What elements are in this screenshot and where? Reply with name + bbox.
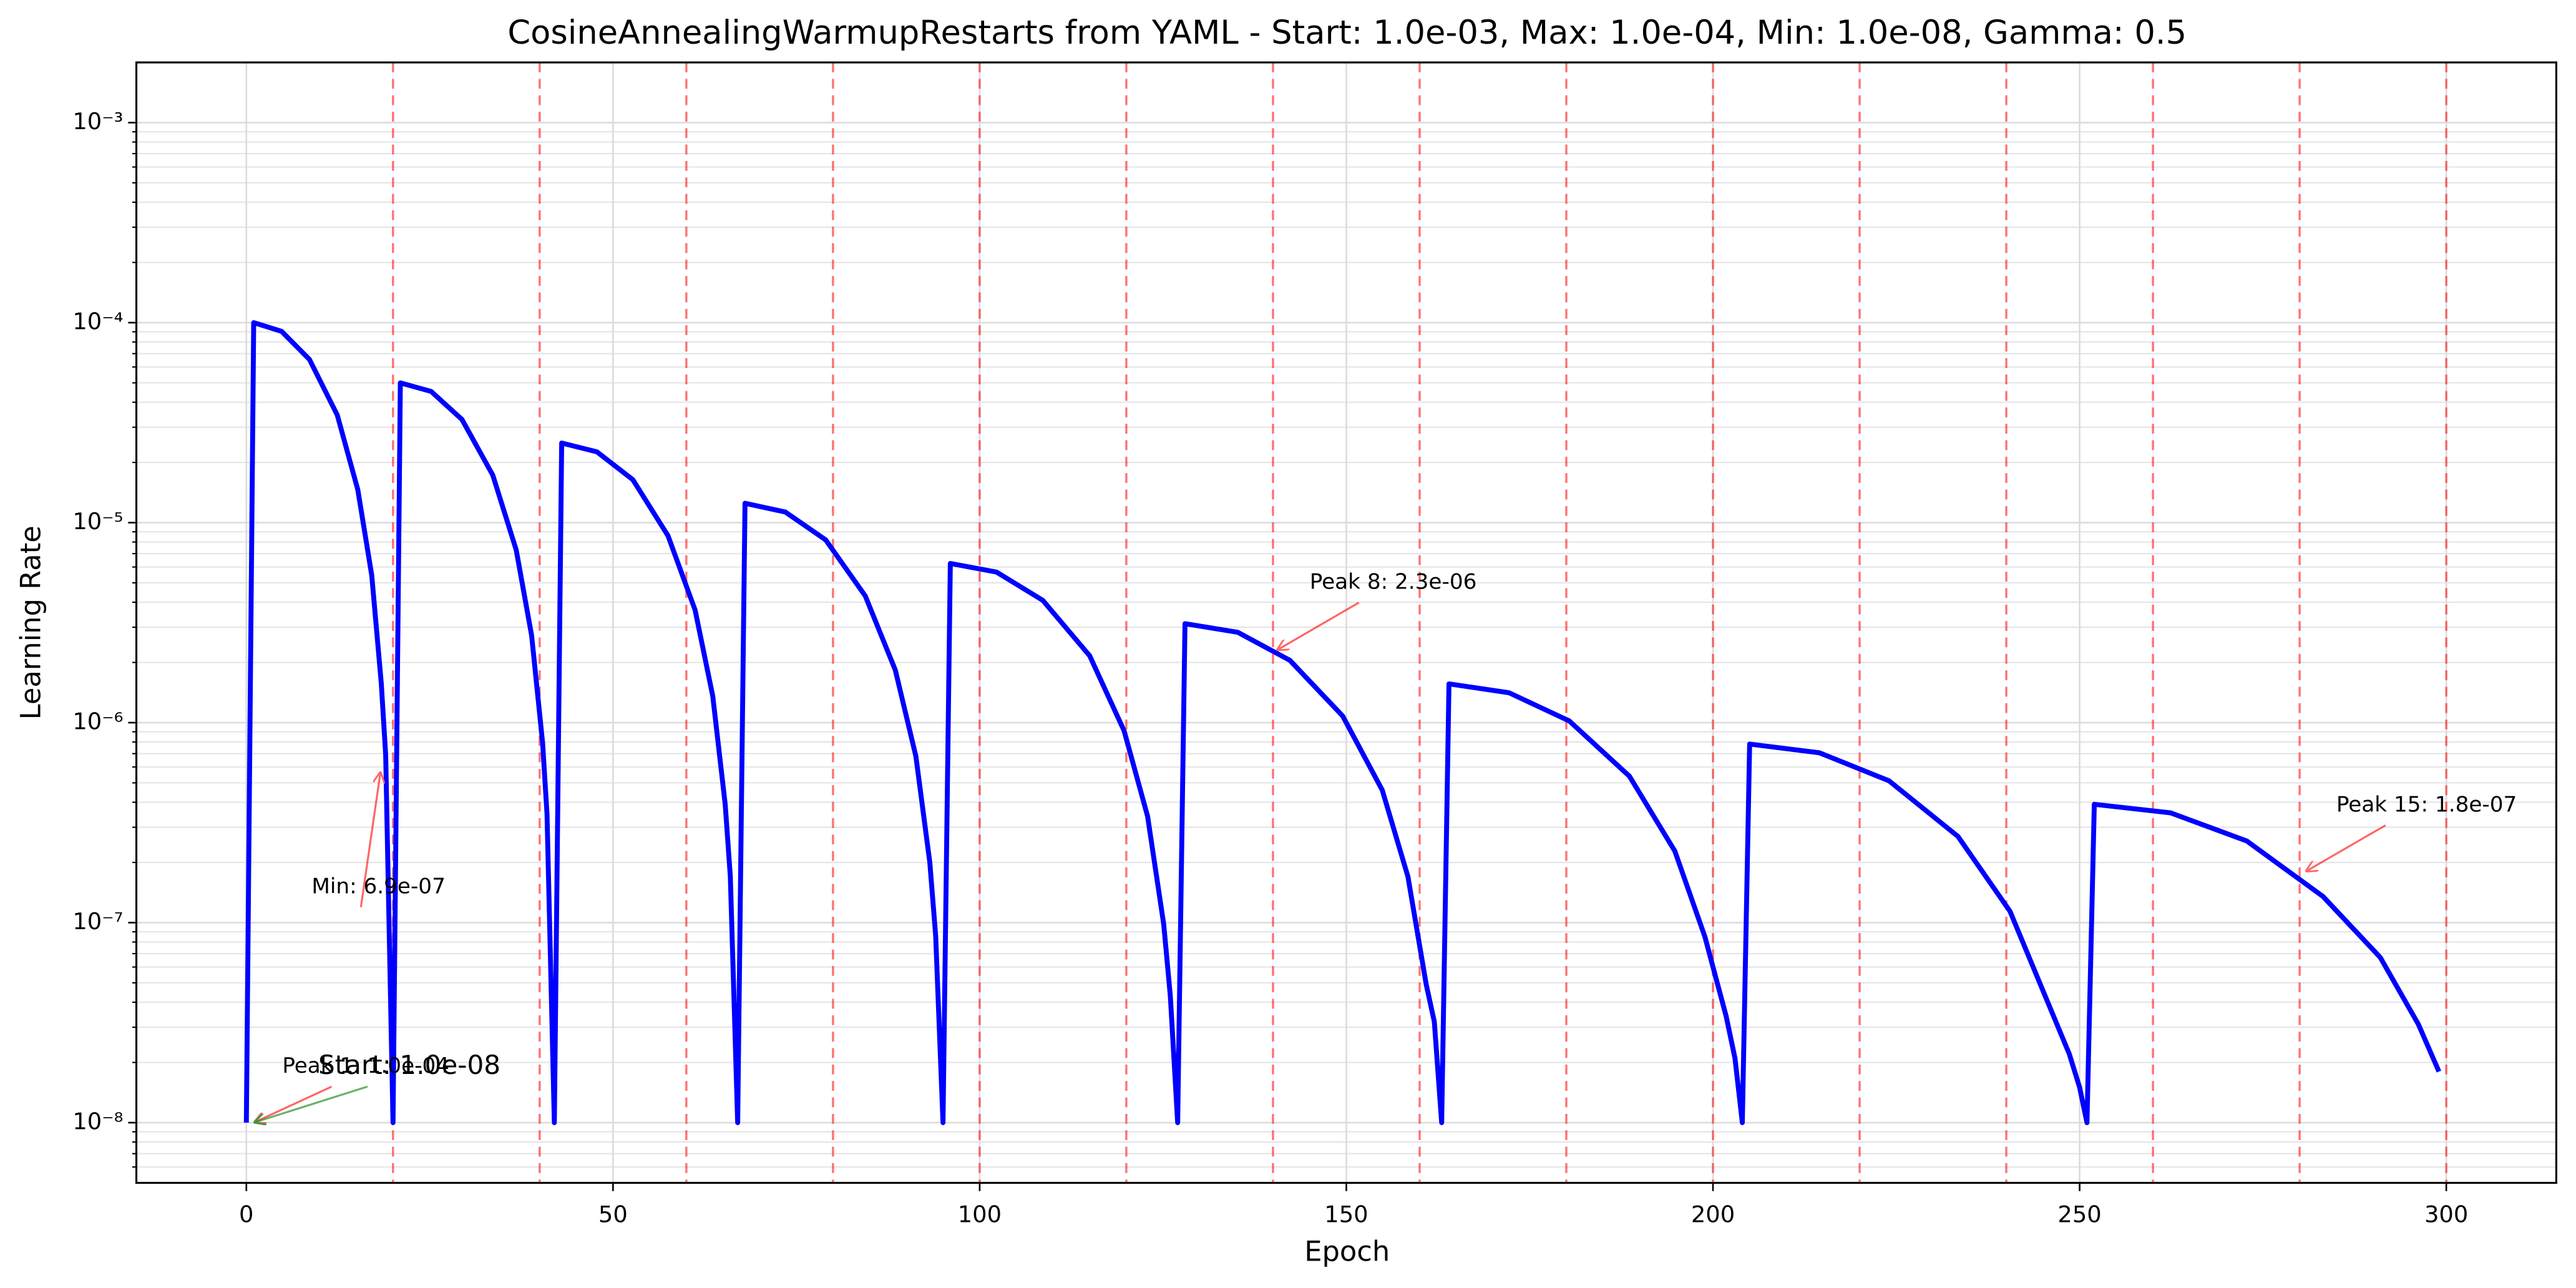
y-axis-label: Learning Rate: [14, 525, 47, 720]
x-tick-label: 150: [1324, 1201, 1368, 1228]
x-tick-label: 50: [598, 1201, 628, 1228]
chart-title: CosineAnnealingWarmupRestarts from YAML …: [507, 14, 2187, 52]
annotation: Start: 1.0e-08: [318, 1050, 500, 1080]
y-tick-label: 10⁻⁴: [72, 308, 123, 335]
x-tick-label: 200: [1691, 1201, 1735, 1228]
annotation-arrow: [1277, 602, 1360, 650]
grid: [136, 62, 2557, 1183]
annotation-arrow: [359, 771, 380, 907]
y-tick-label: 10⁻⁷: [72, 908, 123, 935]
y-tick-label: 10⁻³: [72, 108, 123, 135]
annotation: Peak 1: 1.0e-04: [282, 1053, 449, 1078]
lr-line: [243, 320, 2442, 1125]
annotation-arrow: [254, 1085, 333, 1123]
axes: 10⁻⁸ 10⁻⁷ 10⁻⁶ 10⁻⁵ 10⁻⁴ 10⁻³ 0 50 100 150 200 250 3…: [72, 108, 2468, 1228]
x-tick-label: 100: [958, 1201, 1002, 1228]
annotation-arrow: [2306, 824, 2386, 871]
annotation: Peak 8: 2.3e-06: [1310, 570, 1477, 595]
x-axis-label: Epoch: [1304, 1235, 1390, 1268]
annotation: Min: 6.9e-07: [311, 874, 446, 899]
x-tick-label: 300: [2424, 1201, 2468, 1228]
plot-frame: [135, 61, 2557, 1184]
y-tick-label: 10⁻⁸: [72, 1108, 123, 1135]
x-tick-label: 0: [239, 1201, 253, 1228]
annotation: Peak 15: 1.8e-07: [2336, 792, 2517, 817]
y-tick-label: 10⁻⁶: [72, 708, 123, 735]
y-tick-label: 10⁻⁵: [72, 508, 123, 535]
annotation-arrow: [254, 1085, 368, 1123]
x-tick-label: 250: [2057, 1201, 2101, 1228]
